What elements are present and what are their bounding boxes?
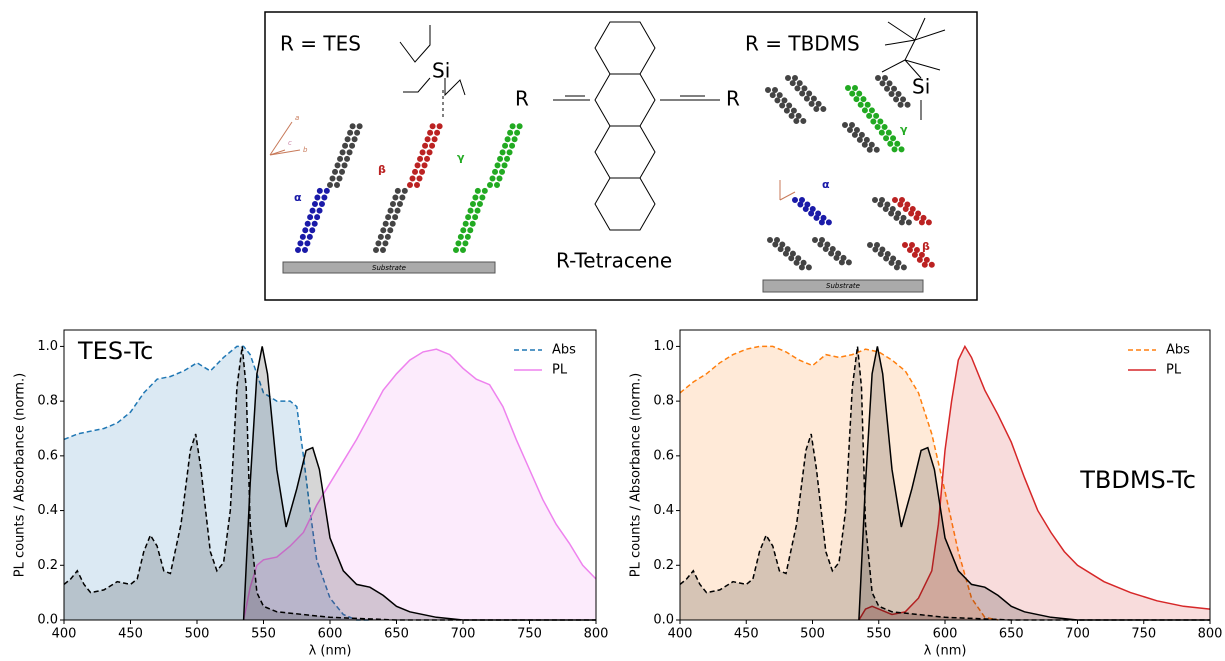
crystal-packing bbox=[298, 78, 932, 270]
x-tick-label: 750 bbox=[517, 627, 542, 642]
label: α bbox=[822, 178, 830, 191]
x-tick-label: 500 bbox=[800, 627, 825, 642]
page: {"diagram":{"left_label":"R = TES","righ… bbox=[0, 0, 1225, 661]
y-tick-label: 0.6 bbox=[37, 448, 58, 463]
ring bbox=[595, 74, 655, 126]
label: R = TES bbox=[280, 32, 361, 56]
y-tick-label: 0.2 bbox=[653, 558, 674, 573]
molecule bbox=[788, 78, 820, 113]
molecule bbox=[777, 240, 812, 270]
legend-label: PL bbox=[1166, 363, 1182, 378]
label: Substrate bbox=[372, 264, 406, 272]
y-tick-label: 0.8 bbox=[37, 394, 58, 409]
bond bbox=[885, 18, 925, 45]
figure: R = TES R = TBDMS R-Tetracene R R Si Si … bbox=[0, 0, 1225, 661]
ring bbox=[595, 126, 655, 178]
y-tick-label: 0.4 bbox=[37, 503, 58, 518]
axis-vectors bbox=[270, 122, 300, 155]
y-tick-label: 0.4 bbox=[653, 503, 674, 518]
x-axis-label: λ (nm) bbox=[309, 644, 352, 659]
molecule bbox=[822, 240, 852, 265]
x-tick-label: 550 bbox=[866, 627, 891, 642]
label: R bbox=[515, 87, 529, 111]
molecule bbox=[770, 240, 805, 270]
label: β bbox=[922, 240, 930, 253]
label: Si bbox=[432, 59, 450, 83]
molecule bbox=[795, 78, 827, 113]
label: β bbox=[378, 163, 386, 176]
y-tick-label: 0.0 bbox=[37, 613, 58, 628]
x-tick-label: 750 bbox=[1131, 627, 1156, 642]
bond bbox=[882, 22, 945, 120]
molecule bbox=[877, 245, 907, 270]
ring bbox=[595, 22, 655, 74]
legend-label: PL bbox=[552, 363, 568, 378]
molecule bbox=[768, 90, 800, 125]
x-tick-label: 650 bbox=[384, 627, 409, 642]
x-tick-label: 700 bbox=[1065, 627, 1090, 642]
x-tick-label: 400 bbox=[52, 627, 77, 642]
label: γ bbox=[900, 123, 908, 136]
label: Substrate bbox=[826, 282, 860, 290]
annotation: TES-Tc bbox=[77, 337, 153, 365]
tetracene bbox=[595, 22, 655, 230]
legend-label: Abs bbox=[1166, 343, 1190, 358]
label: R bbox=[726, 87, 740, 111]
y-tick-label: 0.2 bbox=[37, 558, 58, 573]
molecule bbox=[848, 88, 895, 150]
label: R = TBDMS bbox=[745, 32, 860, 56]
x-tick-label: 650 bbox=[999, 627, 1024, 642]
annotation: TBDMS-Tc bbox=[1079, 466, 1196, 494]
molecule bbox=[802, 200, 832, 225]
x-tick-label: 800 bbox=[1198, 627, 1223, 642]
y-tick-label: 0.8 bbox=[653, 394, 674, 409]
y-tick-label: 1.0 bbox=[37, 339, 58, 354]
y-axis-label: PL counts / Absorbance (norm.) bbox=[13, 373, 28, 578]
label: R-Tetracene bbox=[556, 249, 672, 273]
x-tick-label: 600 bbox=[318, 627, 343, 642]
x-tick-label: 600 bbox=[933, 627, 958, 642]
x-tick-label: 550 bbox=[251, 627, 276, 642]
label: a bbox=[295, 114, 299, 122]
x-axis-label: λ (nm) bbox=[924, 644, 967, 659]
legend-label: Abs bbox=[552, 343, 576, 358]
bond bbox=[400, 25, 430, 62]
label: b bbox=[303, 146, 308, 154]
x-tick-label: 500 bbox=[185, 627, 210, 642]
label: c bbox=[288, 139, 292, 147]
y-tick-label: 1.0 bbox=[653, 339, 674, 354]
y-tick-label: 0.0 bbox=[653, 613, 674, 628]
label: Si bbox=[912, 75, 930, 99]
axis-vectors bbox=[780, 180, 795, 200]
y-axis-label: PL counts / Absorbance (norm.) bbox=[629, 373, 644, 578]
x-tick-label: 450 bbox=[734, 627, 759, 642]
y-tick-label: 0.6 bbox=[653, 448, 674, 463]
x-tick-label: 800 bbox=[584, 627, 609, 642]
x-tick-label: 400 bbox=[668, 627, 693, 642]
ring bbox=[595, 178, 655, 230]
x-tick-label: 450 bbox=[118, 627, 143, 642]
label: γ bbox=[457, 151, 465, 164]
x-tick-label: 700 bbox=[451, 627, 476, 642]
bond bbox=[403, 78, 430, 92]
label: α bbox=[294, 191, 302, 204]
